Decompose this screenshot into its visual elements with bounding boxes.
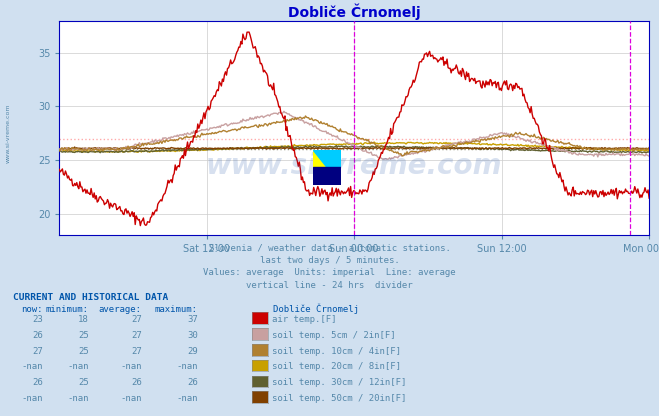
- Text: -nan: -nan: [176, 394, 198, 403]
- Text: 30: 30: [187, 331, 198, 340]
- Text: 27: 27: [32, 347, 43, 356]
- Text: 26: 26: [187, 378, 198, 387]
- Text: 27: 27: [131, 315, 142, 324]
- Text: air temp.[F]: air temp.[F]: [272, 315, 337, 324]
- Text: 26: 26: [32, 331, 43, 340]
- Text: last two days / 5 minutes.: last two days / 5 minutes.: [260, 256, 399, 265]
- Text: 23: 23: [32, 315, 43, 324]
- Text: now:: now:: [21, 305, 43, 314]
- Text: 29: 29: [187, 347, 198, 356]
- Text: soil temp. 5cm / 2in[F]: soil temp. 5cm / 2in[F]: [272, 331, 396, 340]
- Text: 18: 18: [78, 315, 89, 324]
- Text: 27: 27: [131, 331, 142, 340]
- Text: -nan: -nan: [120, 362, 142, 371]
- Polygon shape: [313, 167, 341, 185]
- Text: 37: 37: [187, 315, 198, 324]
- Text: soil temp. 20cm / 8in[F]: soil temp. 20cm / 8in[F]: [272, 362, 401, 371]
- Text: -nan: -nan: [21, 362, 43, 371]
- Text: -nan: -nan: [176, 362, 198, 371]
- Text: 27: 27: [131, 347, 142, 356]
- Text: average:: average:: [99, 305, 142, 314]
- Text: www.si-vreme.com: www.si-vreme.com: [206, 153, 502, 181]
- Text: -nan: -nan: [120, 394, 142, 403]
- Text: Values: average  Units: imperial  Line: average: Values: average Units: imperial Line: av…: [203, 268, 456, 277]
- Text: maximum:: maximum:: [155, 305, 198, 314]
- Text: vertical line - 24 hrs  divider: vertical line - 24 hrs divider: [246, 281, 413, 290]
- Title: Dobliče Črnomelj: Dobliče Črnomelj: [288, 3, 420, 20]
- Text: soil temp. 50cm / 20in[F]: soil temp. 50cm / 20in[F]: [272, 394, 407, 403]
- Text: Slovenia / weather data - automatic stations.: Slovenia / weather data - automatic stat…: [208, 243, 451, 253]
- Text: soil temp. 10cm / 4in[F]: soil temp. 10cm / 4in[F]: [272, 347, 401, 356]
- Text: -nan: -nan: [21, 394, 43, 403]
- Text: soil temp. 30cm / 12in[F]: soil temp. 30cm / 12in[F]: [272, 378, 407, 387]
- Text: 25: 25: [78, 347, 89, 356]
- Text: 26: 26: [131, 378, 142, 387]
- Text: 25: 25: [78, 378, 89, 387]
- Text: 25: 25: [78, 331, 89, 340]
- Text: -nan: -nan: [67, 394, 89, 403]
- Polygon shape: [313, 150, 341, 185]
- Text: www.si-vreme.com: www.si-vreme.com: [5, 103, 11, 163]
- Text: CURRENT AND HISTORICAL DATA: CURRENT AND HISTORICAL DATA: [13, 293, 169, 302]
- Text: -nan: -nan: [67, 362, 89, 371]
- Text: 26: 26: [32, 378, 43, 387]
- Text: Dobliče Črnomelj: Dobliče Črnomelj: [273, 304, 360, 314]
- Text: minimum:: minimum:: [46, 305, 89, 314]
